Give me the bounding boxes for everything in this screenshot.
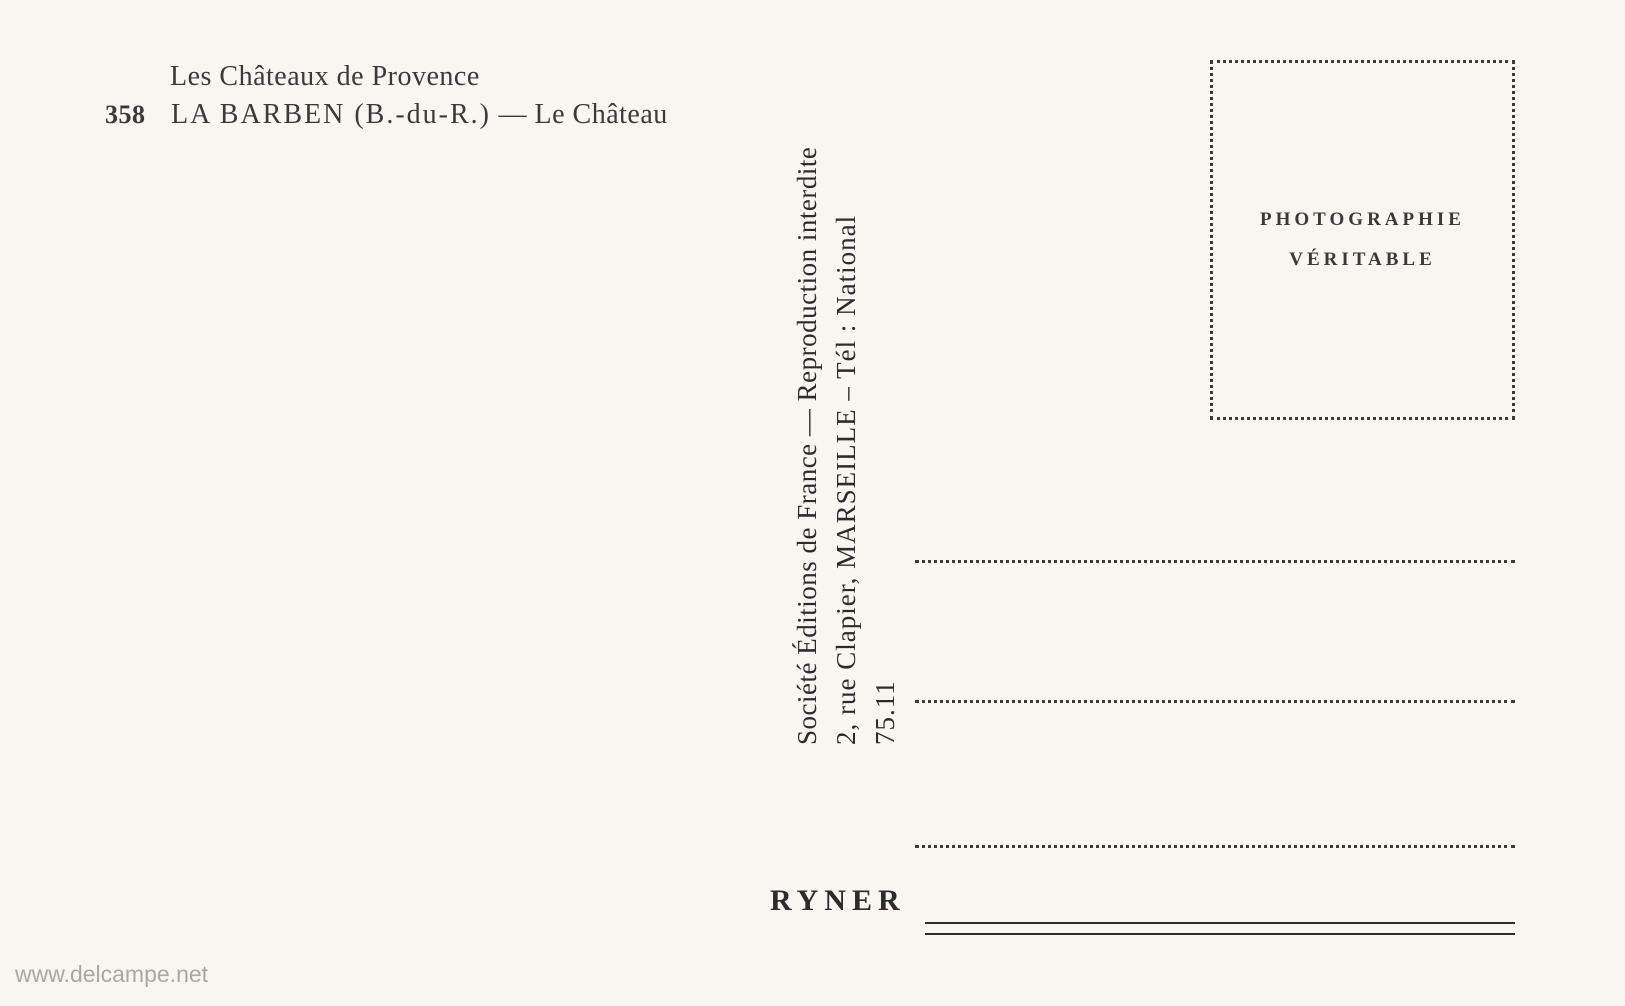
publisher-line-1: Société Éditions de France — Reproductio… [788, 145, 827, 745]
caption-series: Les Châteaux de Provence [105, 58, 668, 96]
address-line-2 [915, 700, 1515, 703]
caption-subtitle: Le Château [535, 99, 668, 130]
publisher-sep-2: – [831, 379, 861, 401]
publisher-line-2: 2, rue Clapier, MARSEILLE – Tél : Nation… [827, 145, 905, 745]
watermark: www.delcampe.net [15, 961, 208, 988]
publisher-address: 2, rue Clapier, MARSEILLE [831, 408, 861, 745]
publisher-name: Société Éditions de France [792, 443, 822, 745]
publisher-imprint: Société Éditions de France — Reproductio… [788, 145, 868, 745]
caption-separator: — [499, 99, 535, 130]
publisher-sep-1: — [792, 401, 822, 436]
stamp-label-2: VÉRITABLE [1289, 249, 1436, 271]
double-rule [925, 922, 1515, 936]
address-line-1 [915, 560, 1515, 563]
stamp-label-1: PHOTOGRAPHIE [1260, 209, 1465, 231]
caption-location: LA BARBEN (B.-du-R.) [171, 99, 491, 130]
address-line-3 [915, 845, 1515, 848]
caption-title-line: 358 LA BARBEN (B.-du-R.) — Le Château [105, 96, 668, 134]
card-number: 358 [105, 100, 146, 129]
stamp-box: PHOTOGRAPHIE VÉRITABLE [1210, 60, 1515, 420]
caption-block: Les Châteaux de Provence 358 LA BARBEN (… [105, 58, 668, 134]
publisher-rights: Reproduction interdite [792, 147, 822, 402]
brand-mark: RYNER [770, 884, 906, 918]
postcard-back: Les Châteaux de Provence 358 LA BARBEN (… [0, 0, 1625, 1006]
